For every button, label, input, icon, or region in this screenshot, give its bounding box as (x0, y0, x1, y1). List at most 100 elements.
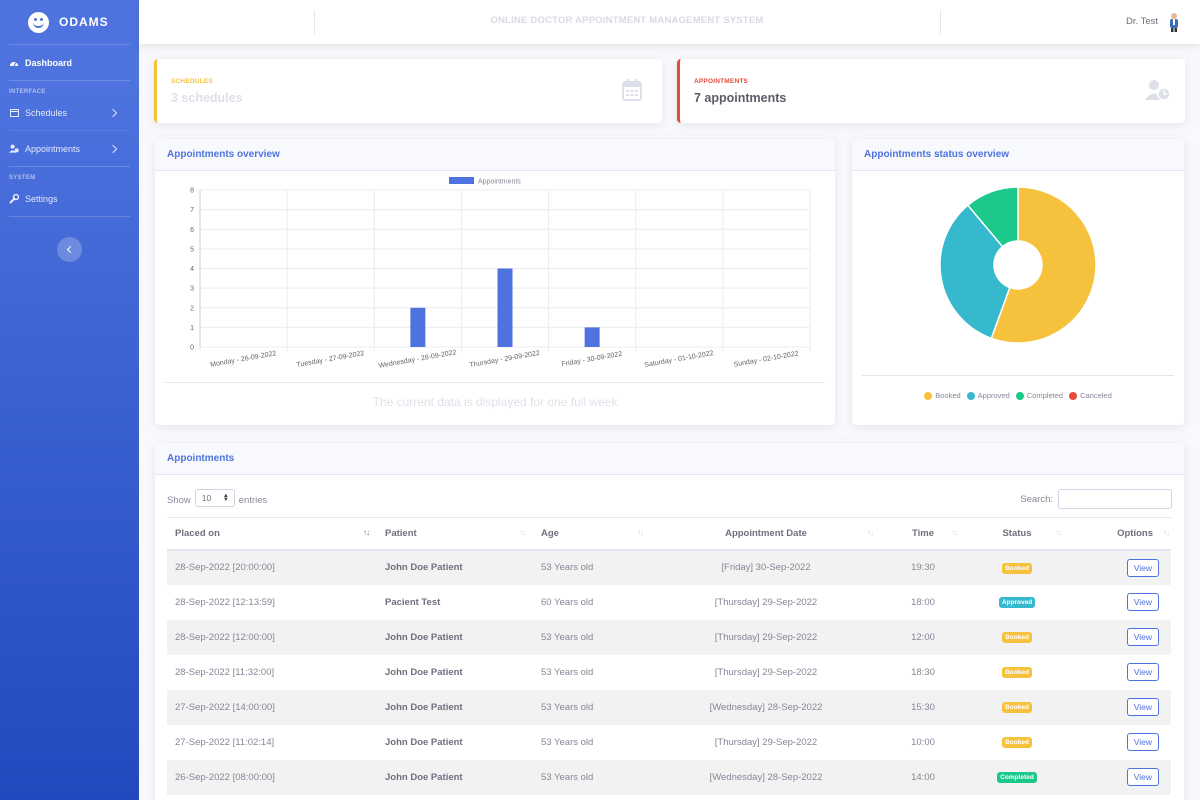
cell-age: 53 Years old (541, 666, 594, 678)
table-row: 26-Sep-2022 [08:00:00] John Doe Patient 53… (167, 759, 1171, 795)
legend-label: Completed (1026, 391, 1064, 400)
table-row: 27-Sep-2022 [11:02:14] John Doe Patient 53… (167, 725, 1171, 760)
chart-note: The current data is displayed for one fu… (372, 395, 618, 409)
column-header-options[interactable]: Options ↑↓ (1069, 517, 1171, 551)
topbar: ONLINE DOCTOR APPOINTMENT MANAGEMENT SYS… (139, 0, 1200, 44)
status-badge: Completed (997, 772, 1037, 783)
cell-placed-on: 28-Sep-2022 [20:00:00] (167, 549, 377, 585)
table-row: 28-Sep-2022 [11:32:00] John Doe Patient 53… (167, 655, 1171, 690)
y-tick-label: 3 (190, 286, 194, 293)
view-button[interactable]: View (1126, 663, 1159, 681)
view-button[interactable]: View (1126, 628, 1159, 646)
bar (584, 327, 600, 347)
cell-time: 18:30 (911, 666, 935, 678)
column-header-appointment-date[interactable]: Appointment Date ↑↓ (651, 517, 881, 551)
table-row: 28-Sep-2022 [12:13:59] Pacient Test 60 Yea… (167, 585, 1171, 620)
status-badge: Booked (1002, 737, 1032, 748)
cell-appointment-date: [Thursday] 29-Sep-2022 (651, 619, 881, 655)
sidebar-item-appointments[interactable]: Appointments (0, 131, 139, 166)
x-tick-label: Saturday - 01-10-2022 (644, 350, 714, 369)
sidebar-item-label: Dashboard (25, 57, 73, 68)
cell-appointment-date: [Thursday] 29-Sep-2022 (714, 666, 818, 678)
pie-legend: Booked Approved Completed Canceled (852, 391, 1184, 400)
cell-time: 19:30 (881, 549, 965, 585)
view-button[interactable]: View (1126, 593, 1159, 611)
column-header-patient[interactable]: Patient ↑↓ (377, 517, 533, 551)
stat-label: SCHEDULES (171, 78, 213, 85)
view-button[interactable]: View (1126, 558, 1159, 577)
cell-time: 10:00 (911, 736, 935, 748)
legend-label: Booked (935, 391, 961, 400)
view-button[interactable]: View (1126, 768, 1159, 786)
cell-patient: John Doe Patient (385, 666, 463, 678)
y-tick-label: 4 (190, 266, 194, 273)
sidebar-toggle-button[interactable] (57, 237, 82, 262)
column-header-status[interactable]: Status ↑↓ (965, 517, 1069, 551)
legend-label: Canceled (1080, 391, 1112, 400)
column-header-time[interactable]: Time ↑↓ (881, 517, 965, 551)
cell-time: 15:30 (881, 689, 965, 725)
cell-options: View (1069, 689, 1171, 725)
cell-placed-on: 28-Sep-2022 [12:00:00] (167, 619, 377, 655)
sidebar-heading-interface: INTERFACE (9, 89, 46, 95)
sidebar: ODAMS Dashboard INTERFACE Schedules Appo… (0, 0, 139, 800)
column-header-placed-on[interactable]: Placed on ↑↓ (167, 517, 377, 551)
legend-item[interactable]: Canceled (1069, 391, 1112, 400)
cell-options: View (1069, 585, 1171, 620)
entries-select[interactable]: 10 ▲ ▼ (194, 489, 235, 507)
cell-age: 53 Years old (533, 689, 651, 725)
user-name[interactable]: Dr. Test (1125, 16, 1158, 27)
cell-age: 53 Years old (533, 549, 651, 585)
legend-dot (1069, 391, 1078, 400)
entries-value: 10 (201, 493, 212, 503)
datatable-controls: Show 10 ▲ ▼ entries Search: (167, 489, 1172, 509)
view-button[interactable]: View (1126, 698, 1159, 716)
legend-label: Appointments (478, 179, 521, 186)
view-button[interactable]: View (1126, 733, 1159, 751)
y-tick-label: 0 (190, 345, 194, 352)
cell-appointment-date: [Friday] 30-Sep-2022 (651, 549, 881, 585)
column-header-age[interactable]: Age ↑↓ (533, 517, 651, 551)
cell-age: 53 Years old (533, 759, 651, 795)
table-row: 27-Sep-2022 [14:00:00] John Doe Patient 53… (167, 689, 1171, 725)
cell-placed-on: 28-Sep-2022 [12:13:59] (175, 596, 275, 608)
bar (497, 268, 513, 347)
cell-appointment-date: [Wednesday] 28-Sep-2022 (651, 759, 881, 795)
sort-icon: ↑↓ (867, 528, 874, 537)
chevron-left-icon (66, 245, 75, 254)
sidebar-item-dashboard[interactable]: Dashboard (0, 45, 139, 80)
cell-status: Booked (965, 655, 1069, 690)
legend-label: Approved (977, 391, 1010, 400)
calendar-icon (622, 79, 642, 101)
search-control: Search: (1020, 489, 1172, 509)
schedules-stat-card[interactable]: SCHEDULES 3 schedules (154, 59, 662, 123)
status-overview-card: Appointments status overview Booked Appro… (852, 139, 1184, 425)
cell-placed-on: 27-Sep-2022 [11:02:14] (175, 736, 275, 748)
sidebar-item-label: Appointments (25, 143, 81, 154)
legend-item[interactable]: Approved (966, 391, 1010, 400)
cell-options: View (1069, 725, 1171, 760)
cell-status: Approved (965, 585, 1069, 620)
sidebar-item-settings[interactable]: Settings (0, 181, 139, 216)
cell-patient: John Doe Patient (377, 689, 533, 725)
avatar[interactable] (1168, 12, 1180, 32)
sidebar-divider (9, 44, 130, 45)
legend-dot (924, 391, 933, 400)
system-title: ONLINE DOCTOR APPOINTMENT MANAGEMENT SYS… (490, 15, 764, 26)
cell-placed-on: 26-Sep-2022 [08:00:00] (167, 759, 377, 795)
x-tick-label: Friday - 30-09-2022 (561, 351, 623, 369)
stat-value: 7 appointments (694, 91, 787, 105)
table-row: 28-Sep-2022 [20:00:00] John Doe Patient 53… (167, 549, 1171, 585)
legend-item[interactable]: Completed (1015, 391, 1064, 400)
brand[interactable]: ODAMS (0, 0, 139, 44)
search-input[interactable] (1058, 489, 1172, 509)
calendar-icon (9, 108, 19, 118)
appointments-stat-card[interactable]: APPOINTMENTS 7 appointments (677, 59, 1185, 123)
chart-divider (862, 375, 1174, 376)
cell-status: Booked (965, 689, 1069, 725)
legend-item[interactable]: Booked (924, 391, 961, 400)
y-tick-label: 5 (190, 246, 194, 253)
cell-appointment-date: [Wednesday] 28-Sep-2022 (651, 689, 881, 725)
x-tick-label: Thursday - 29-09-2022 (469, 350, 540, 369)
sidebar-item-schedules[interactable]: Schedules (0, 95, 139, 130)
